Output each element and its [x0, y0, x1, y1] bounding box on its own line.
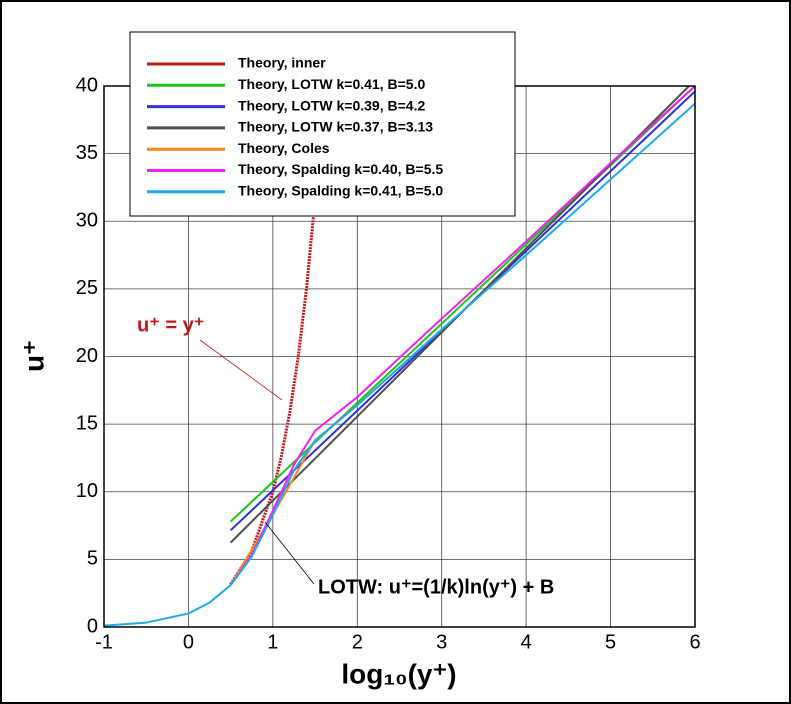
x-tick-label: 5 [605, 631, 616, 653]
x-tick-label: 0 [183, 631, 194, 653]
series-line [104, 102, 695, 627]
annotation-leader [199, 339, 283, 401]
legend-label: Theory, LOTW k=0.37, B=3.13 [238, 119, 433, 135]
y-tick-label: 20 [76, 345, 98, 367]
legend-label: Theory, LOTW k=0.41, B=5.0 [238, 76, 425, 92]
legend-label: Theory, inner [238, 55, 326, 71]
x-tick-label: 1 [267, 631, 278, 653]
x-tick-label: 6 [689, 631, 700, 653]
y-tick-label: 15 [76, 412, 98, 434]
legend-label: Theory, LOTW k=0.39, B=4.2 [238, 97, 425, 113]
y-tick-label: 10 [76, 480, 98, 502]
legend-label: Theory, Spalding k=0.40, B=5.5 [238, 161, 443, 177]
y-tick-label: 25 [76, 277, 98, 299]
series-line [229, 86, 695, 586]
y-tick-label: 40 [76, 74, 98, 96]
x-axis-label: log₁₀(y⁺) [341, 658, 456, 689]
x-tick-label: 4 [521, 631, 532, 653]
legend-label: Theory, Coles [238, 140, 330, 156]
y-tick-label: 0 [87, 615, 98, 637]
annotation: u⁺ = y⁺ [137, 314, 204, 336]
legend-label: Theory, Spalding k=0.41, B=5.0 [238, 183, 443, 199]
y-tick-label: 35 [76, 142, 98, 164]
x-tick-label: 3 [436, 631, 447, 653]
annotation: LOTW: u⁺=(1/k)ln(y⁺) + B [318, 576, 554, 598]
y-tick-label: 5 [87, 548, 98, 570]
series-line [229, 199, 317, 586]
y-tick-label: 30 [76, 210, 98, 232]
x-tick-label: -1 [95, 631, 113, 653]
y-axis-label: u⁺ [18, 340, 49, 372]
x-tick-label: 2 [352, 631, 363, 653]
annotation-leader [264, 521, 315, 585]
